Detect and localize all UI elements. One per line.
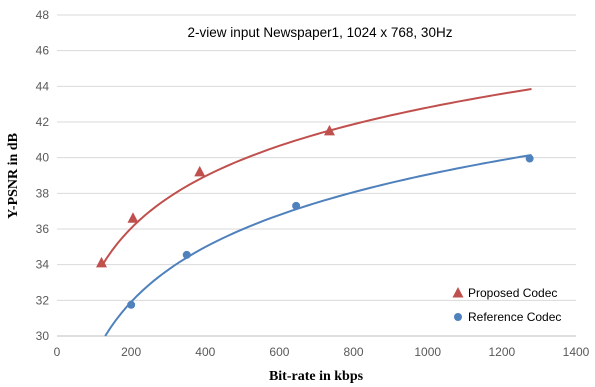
legend-marker-circle <box>454 313 462 321</box>
data-point-reference-3 <box>525 154 534 163</box>
legend-label: Proposed Codec <box>468 286 557 300</box>
tick-labels: 30 32 34 36 38 40 42 44 46 48 0 200 400 600 800 1000 120… <box>36 8 590 359</box>
y-tick-label: 46 <box>36 44 50 58</box>
legend-marker-triangle <box>452 287 464 298</box>
x-tick-label: 400 <box>195 345 215 359</box>
y-axis-label: Y-PSNR in dB <box>6 133 21 219</box>
y-tick-label: 44 <box>36 79 50 93</box>
x-tick-label: 200 <box>121 345 141 359</box>
data-points <box>95 124 534 309</box>
x-tick-label: 1200 <box>489 345 516 359</box>
x-tick-label: 1400 <box>563 345 590 359</box>
y-tick-label: 38 <box>36 186 50 200</box>
trendline-series-1 <box>104 154 532 337</box>
legend: Proposed Codec Reference Codec <box>452 286 561 324</box>
y-tick-label: 32 <box>36 293 50 307</box>
data-point-proposed-0 <box>95 256 107 268</box>
y-tick-label: 30 <box>36 329 50 343</box>
y-tick-label: 42 <box>36 115 50 129</box>
gridlines <box>57 14 576 337</box>
x-axis-label: Bit-rate in kbps <box>269 369 364 384</box>
data-point-reference-2 <box>292 201 301 210</box>
data-point-proposed-3 <box>323 124 335 136</box>
legend-label: Reference Codec <box>468 310 561 324</box>
y-tick-label: 48 <box>36 8 50 22</box>
y-tick-label: 40 <box>36 151 50 165</box>
data-point-reference-1 <box>182 250 191 259</box>
trendline-series-0 <box>100 88 532 267</box>
x-tick-label: 0 <box>54 345 61 359</box>
data-point-proposed-2 <box>194 165 206 177</box>
y-tick-label: 36 <box>36 222 50 236</box>
data-point-proposed-1 <box>127 212 139 223</box>
data-point-reference-0 <box>127 300 136 309</box>
x-tick-label: 800 <box>344 345 364 359</box>
trendlines <box>100 88 532 337</box>
x-tick-label: 1000 <box>414 345 441 359</box>
y-tick-label: 34 <box>36 258 50 272</box>
chart-title: 2-view input Newspaper1, 1024 x 768, 30H… <box>188 25 453 40</box>
x-tick-label: 600 <box>269 345 289 359</box>
